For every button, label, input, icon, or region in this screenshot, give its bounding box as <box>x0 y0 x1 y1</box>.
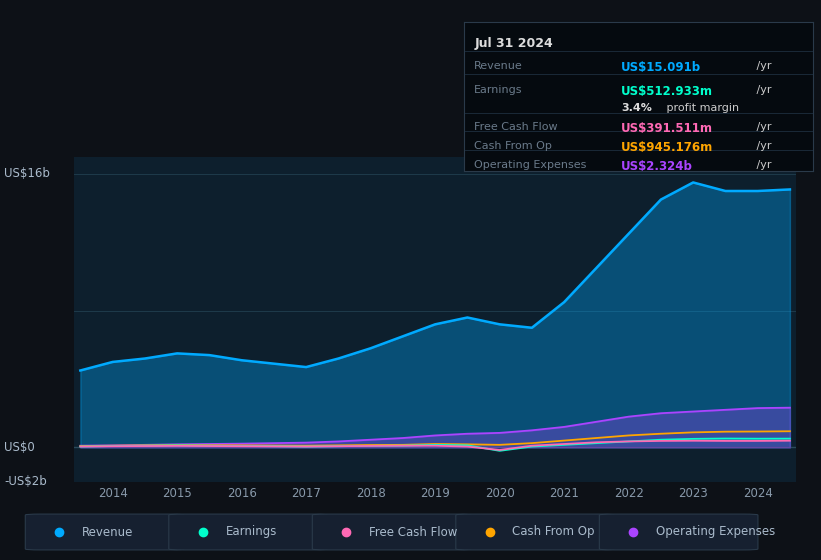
Text: US$945.176m: US$945.176m <box>621 141 713 154</box>
FancyBboxPatch shape <box>312 514 471 550</box>
Text: Revenue: Revenue <box>475 61 523 71</box>
Text: /yr: /yr <box>754 122 772 132</box>
Text: Free Cash Flow: Free Cash Flow <box>475 122 558 132</box>
Text: Earnings: Earnings <box>226 525 277 539</box>
FancyBboxPatch shape <box>599 514 758 550</box>
Text: Cash From Op: Cash From Op <box>475 141 553 151</box>
Text: 3.4%: 3.4% <box>621 102 652 113</box>
Text: profit margin: profit margin <box>663 102 739 113</box>
Text: Free Cash Flow: Free Cash Flow <box>369 525 457 539</box>
FancyBboxPatch shape <box>456 514 614 550</box>
Text: US$512.933m: US$512.933m <box>621 85 713 98</box>
Text: US$0: US$0 <box>4 441 34 454</box>
Text: US$391.511m: US$391.511m <box>621 122 713 135</box>
Text: /yr: /yr <box>754 141 772 151</box>
Text: US$2.324b: US$2.324b <box>621 160 693 174</box>
FancyBboxPatch shape <box>169 514 328 550</box>
Text: Operating Expenses: Operating Expenses <box>475 160 587 170</box>
Text: Operating Expenses: Operating Expenses <box>656 525 775 539</box>
Text: US$16b: US$16b <box>4 167 50 180</box>
Text: -US$2b: -US$2b <box>4 475 47 488</box>
FancyBboxPatch shape <box>25 514 184 550</box>
Text: /yr: /yr <box>754 61 772 71</box>
Text: US$15.091b: US$15.091b <box>621 61 701 74</box>
Text: /yr: /yr <box>754 160 772 170</box>
Text: Cash From Op: Cash From Op <box>512 525 595 539</box>
Text: /yr: /yr <box>754 85 772 95</box>
Text: Earnings: Earnings <box>475 85 523 95</box>
Text: Jul 31 2024: Jul 31 2024 <box>475 37 553 50</box>
Text: Revenue: Revenue <box>82 525 133 539</box>
